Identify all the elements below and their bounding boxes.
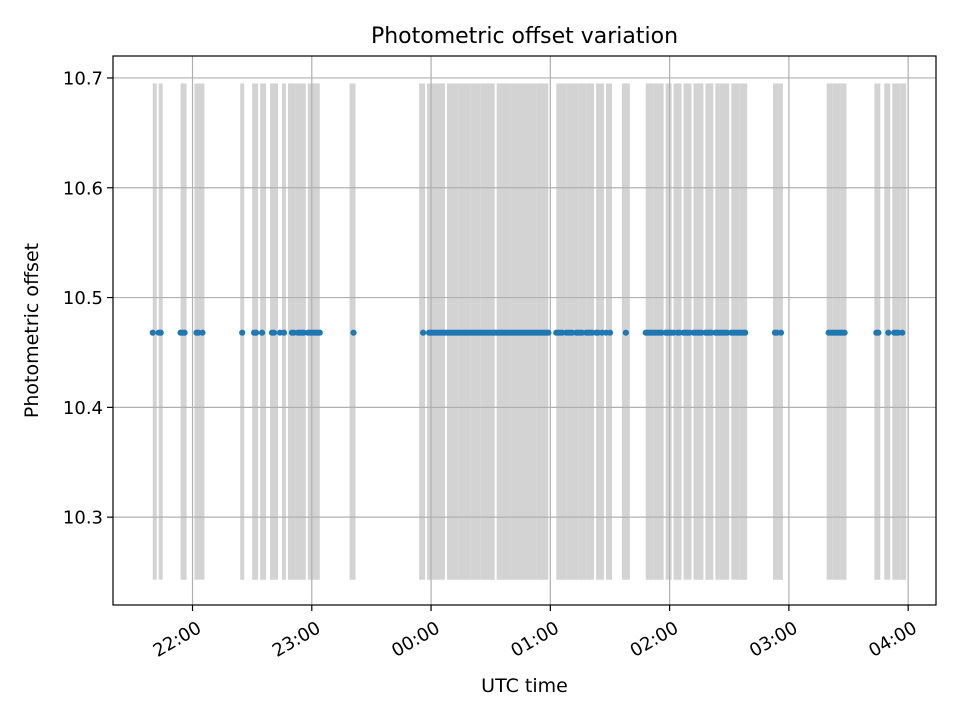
data-point-162 bbox=[777, 329, 785, 336]
data-point-93 bbox=[545, 329, 552, 336]
data-point-13 bbox=[258, 329, 266, 336]
x-axis-label: UTC time bbox=[481, 675, 568, 697]
data-point-178 bbox=[899, 329, 906, 336]
chart-title: Photometric offset variation bbox=[371, 24, 678, 49]
data-point-10 bbox=[239, 329, 246, 336]
plot-frame bbox=[112, 55, 937, 606]
data-point-114 bbox=[606, 329, 614, 336]
data-points bbox=[149, 329, 906, 336]
y-tick-label-4: 10.6 bbox=[63, 178, 103, 199]
data-point-159 bbox=[742, 329, 749, 336]
data-point-3 bbox=[157, 329, 164, 336]
data-point-17 bbox=[280, 329, 288, 336]
data-point-30 bbox=[316, 329, 323, 336]
y-tick-label-3: 10.5 bbox=[63, 288, 103, 309]
data-point-171 bbox=[841, 329, 848, 336]
data-point-173 bbox=[875, 329, 882, 336]
data-point-174 bbox=[885, 329, 892, 336]
data-point-12 bbox=[253, 329, 260, 336]
y-tick-label-5: 10.7 bbox=[63, 68, 103, 89]
y-axis-label: Photometric offset bbox=[21, 243, 43, 418]
y-tick-label-2: 10.4 bbox=[63, 398, 103, 419]
y-tick-label-1: 10.3 bbox=[63, 508, 103, 529]
data-point-1 bbox=[149, 329, 156, 336]
data-point-31 bbox=[350, 329, 357, 336]
data-point-15 bbox=[270, 329, 278, 336]
data-point-115 bbox=[622, 329, 629, 336]
data-point-6 bbox=[181, 329, 188, 336]
y-axis-ticks: 10.3 10.4 10.5 10.6 10.7 bbox=[63, 68, 113, 529]
data-point-9 bbox=[199, 329, 206, 336]
data-point-32 bbox=[420, 329, 427, 336]
grid-lines bbox=[113, 56, 936, 605]
